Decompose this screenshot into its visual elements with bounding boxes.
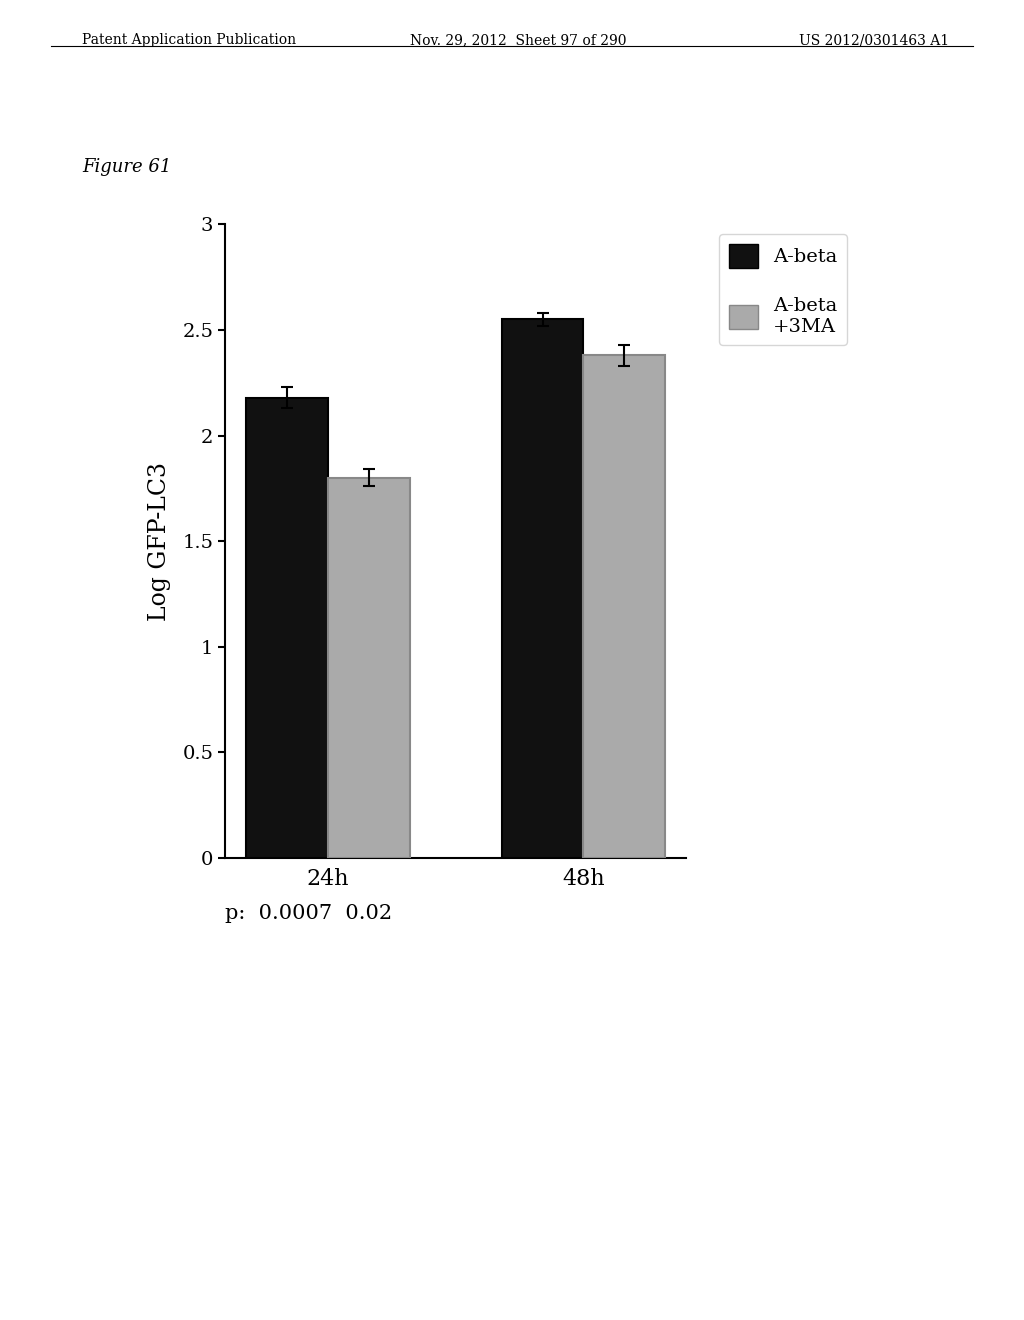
Y-axis label: Log GFP-LC3: Log GFP-LC3	[148, 462, 171, 620]
Legend: A-beta, A-beta
+3MA: A-beta, A-beta +3MA	[719, 234, 847, 346]
Bar	[328, 478, 410, 858]
Text: US 2012/0301463 A1: US 2012/0301463 A1	[799, 33, 949, 48]
Bar	[584, 355, 666, 858]
Bar	[246, 397, 328, 858]
Text: Figure 61: Figure 61	[82, 158, 171, 177]
Text: p:  0.0007  0.02: p: 0.0007 0.02	[225, 904, 392, 923]
Bar	[502, 319, 584, 858]
Text: Patent Application Publication: Patent Application Publication	[82, 33, 296, 48]
Text: Nov. 29, 2012  Sheet 97 of 290: Nov. 29, 2012 Sheet 97 of 290	[410, 33, 626, 48]
